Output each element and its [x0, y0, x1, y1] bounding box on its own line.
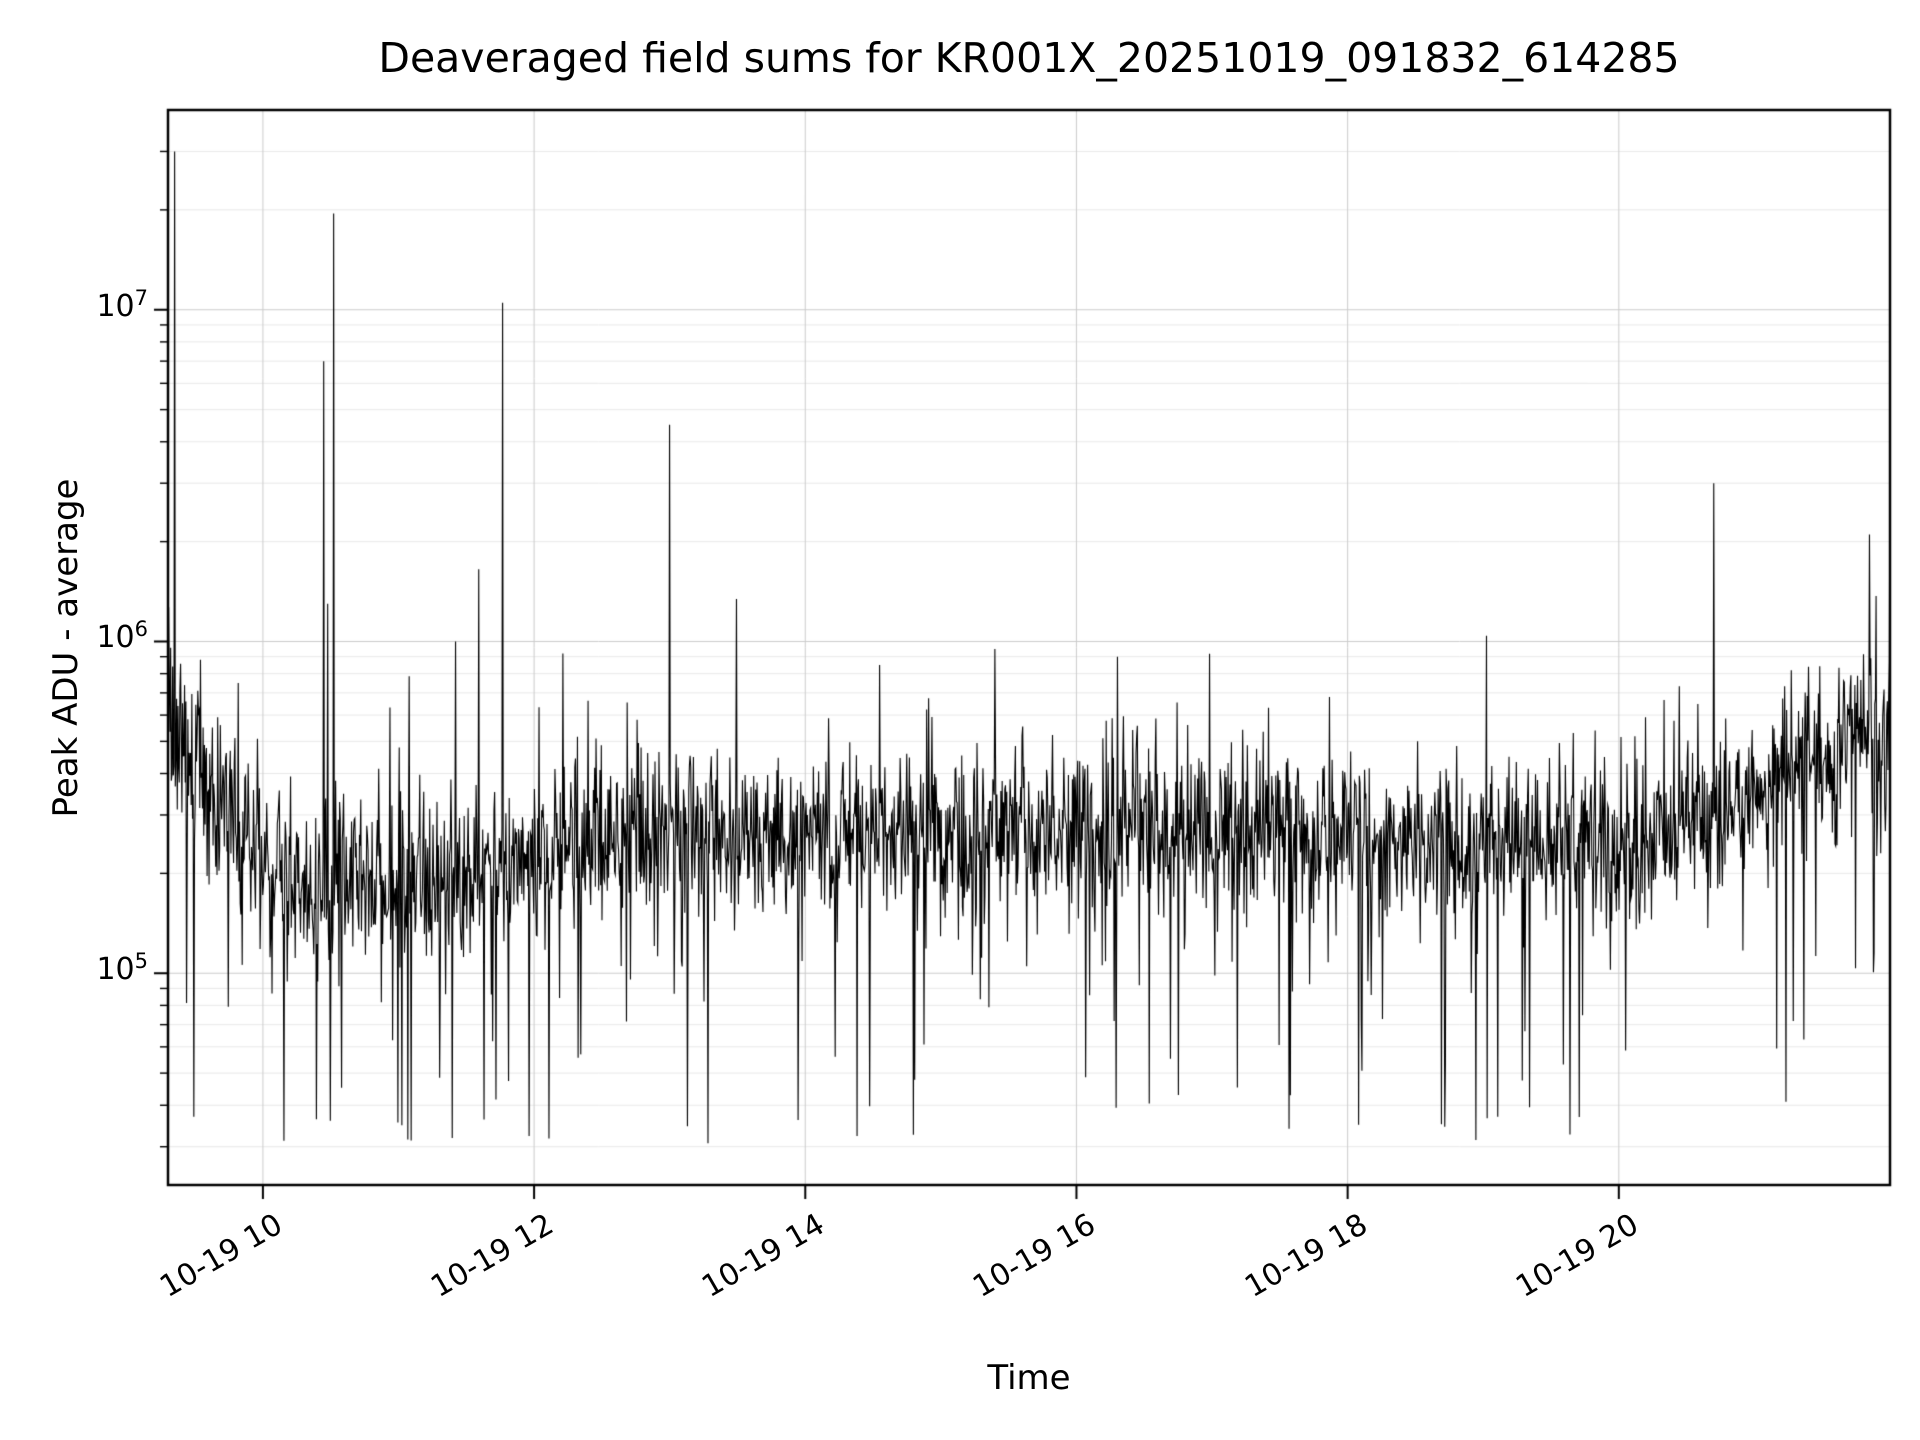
x-axis-label: Time: [987, 1358, 1071, 1398]
y-tick-label: 106: [96, 617, 148, 656]
y-tick-label: 107: [96, 285, 148, 324]
y-tick-label: 105: [96, 949, 148, 988]
chart-title: Deaveraged field sums for KR001X_2025101…: [378, 34, 1680, 82]
